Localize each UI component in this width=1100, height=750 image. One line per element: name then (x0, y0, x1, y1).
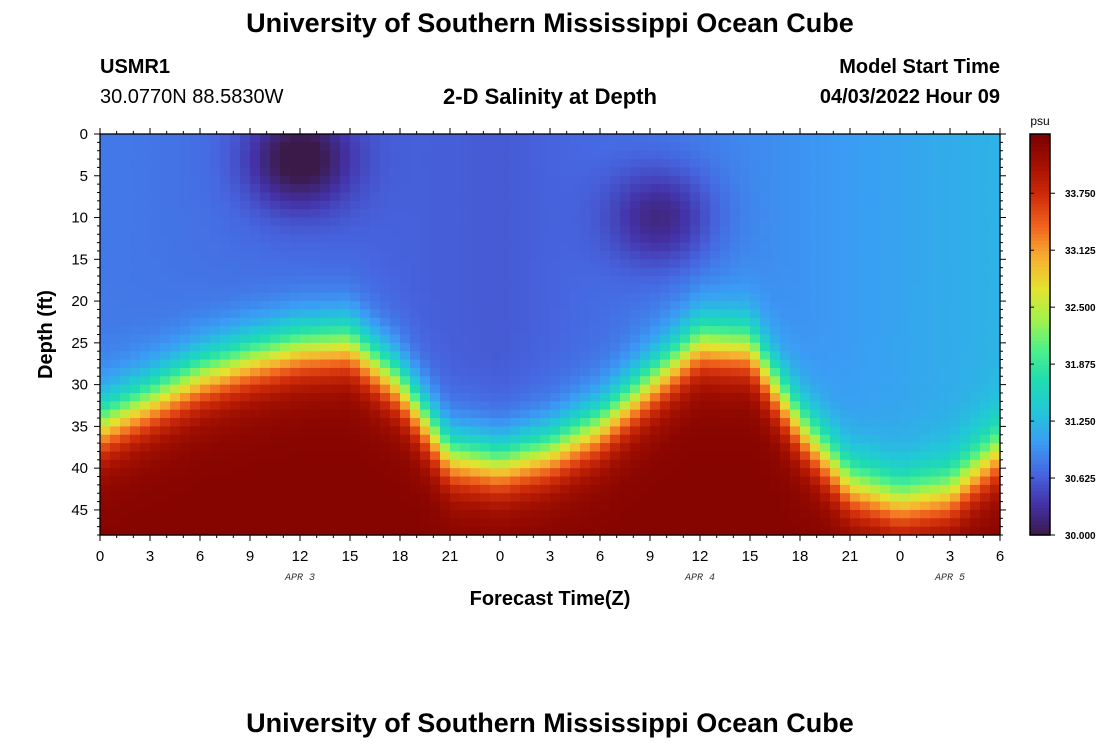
plot-title: 2-D Salinity at Depth (443, 84, 657, 109)
x-tick-label: 18 (792, 548, 809, 565)
x-tick-label: 12 (692, 548, 709, 565)
x-tick-label: 6 (996, 548, 1004, 565)
y-tick-label: 20 (71, 293, 88, 310)
day-label: APR 3 (284, 573, 315, 584)
x-tick-label: 3 (146, 548, 154, 565)
salinity-depth-chart: 0 3 6 9 12 15 18 21 0 3 6 9 12 15 18 21 0 3 6 APR 3 APR 4 APR… (35, 114, 1096, 610)
colorbar-tick-label: 33.750 (1065, 189, 1096, 200)
x-tick-label: 21 (842, 548, 859, 565)
station-id: USMR1 (100, 56, 171, 78)
day-label: APR 5 (934, 573, 965, 584)
x-tick-label: 9 (246, 548, 254, 565)
y-tick-label: 30 (71, 377, 88, 394)
x-tick-label: 15 (342, 548, 359, 565)
colorbar-tick-label: 33.125 (1065, 246, 1096, 257)
x-tick-label: 3 (546, 548, 554, 565)
model-start-label: Model Start Time (839, 56, 1000, 78)
y-tick-label: 45 (71, 502, 88, 519)
page-title: University of Southern Mississippi Ocean… (246, 8, 854, 38)
y-tick-label: 10 (71, 210, 88, 227)
x-tick-label: 9 (646, 548, 654, 565)
x-tick-label: 0 (896, 548, 904, 565)
x-tick-label: 3 (946, 548, 954, 565)
colorbar-frame (1029, 133, 1051, 536)
y-tick-label: 35 (71, 418, 88, 435)
colorbar-tick-label: 31.875 (1065, 360, 1096, 371)
colorbar-tick-label: 31.250 (1065, 417, 1096, 428)
y-tick-label: 5 (80, 168, 88, 185)
x-tick-label: 21 (442, 548, 459, 565)
colorbar-unit: psu (1030, 114, 1049, 128)
y-axis-label: Depth (ft) (35, 290, 57, 379)
x-axis-label: Forecast Time(Z) (470, 588, 631, 610)
salinity-field (100, 134, 1001, 536)
colorbar-tick-label: 30.625 (1065, 474, 1096, 485)
y-tick-label: 40 (71, 460, 88, 477)
x-tick-label: 0 (496, 548, 504, 565)
x-tick-label: 0 (96, 548, 104, 565)
day-label: APR 4 (684, 573, 715, 584)
y-tick-label: 25 (71, 335, 88, 352)
x-tick-label: 6 (596, 548, 604, 565)
x-tick-label: 15 (742, 548, 759, 565)
footer-title: University of Southern Mississippi Ocean… (246, 708, 854, 738)
x-tick-label: 6 (196, 548, 204, 565)
x-tick-label: 12 (292, 548, 309, 565)
y-tick-label: 0 (80, 126, 88, 143)
model-start-value: 04/03/2022 Hour 09 (819, 86, 1000, 108)
axis-ticks (94, 128, 1006, 541)
x-tick-label: 18 (392, 548, 409, 565)
y-tick-label: 15 (71, 251, 88, 268)
colorbar-tick-label: 32.500 (1065, 303, 1096, 314)
colorbar-tick-label: 30.000 (1065, 531, 1096, 542)
station-coords: 30.0770N 88.5830W (100, 86, 284, 108)
colorbar (1030, 134, 1050, 536)
